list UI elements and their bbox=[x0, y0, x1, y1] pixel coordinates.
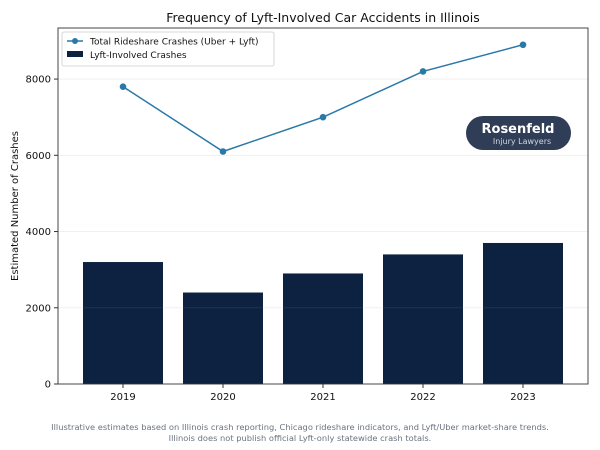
legend-line-dot bbox=[72, 38, 78, 44]
x-tick-label: 2019 bbox=[110, 392, 135, 403]
y-tick-label: 8000 bbox=[26, 75, 51, 86]
x-tick-label: 2023 bbox=[510, 392, 535, 403]
point-2021 bbox=[319, 113, 327, 121]
y-tick-label: 0 bbox=[45, 380, 51, 391]
chart-title: Frequency of Lyft-Involved Car Accidents… bbox=[166, 10, 480, 25]
logo-name: Rosenfeld bbox=[482, 122, 555, 137]
x-tick-label: 2021 bbox=[310, 392, 335, 403]
bar-2019 bbox=[83, 262, 163, 384]
bar-2021 bbox=[283, 273, 363, 384]
footnote-line-1: Illustrative estimates based on Illinois… bbox=[51, 422, 549, 432]
bar-2023 bbox=[483, 242, 563, 384]
legend-label-lyft: Lyft-Involved Crashes bbox=[90, 51, 187, 61]
legend-bar-swatch bbox=[67, 51, 83, 57]
y-tick-label: 2000 bbox=[26, 303, 51, 314]
footnote-line-2: Illinois does not publish official Lyft-… bbox=[168, 433, 432, 443]
y-tick-label: 6000 bbox=[26, 151, 51, 162]
bar-2022 bbox=[383, 254, 463, 384]
legend: Total Rideshare Crashes (Uber + Lyft) Ly… bbox=[61, 31, 275, 67]
point-2023 bbox=[519, 41, 527, 49]
y-tick-label: 4000 bbox=[26, 227, 51, 238]
bar-2020 bbox=[183, 292, 263, 384]
rosenfeld-logo: Rosenfeld Injury Lawyers bbox=[466, 116, 571, 150]
x-tick-label: 2022 bbox=[410, 392, 435, 403]
y-axis-label: Estimated Number of Crashes bbox=[10, 131, 21, 281]
logo-subtitle: Injury Lawyers bbox=[493, 137, 551, 146]
footnote: Illustrative estimates based on Illinois… bbox=[0, 422, 600, 444]
point-2019 bbox=[119, 83, 127, 90]
point-2022 bbox=[419, 68, 427, 75]
point-2020 bbox=[219, 148, 227, 155]
chart: Frequency of Lyft-Involved Car Accidents… bbox=[10, 10, 589, 403]
x-tick-label: 2020 bbox=[210, 392, 235, 403]
legend-label-total: Total Rideshare Crashes (Uber + Lyft) bbox=[89, 38, 259, 48]
